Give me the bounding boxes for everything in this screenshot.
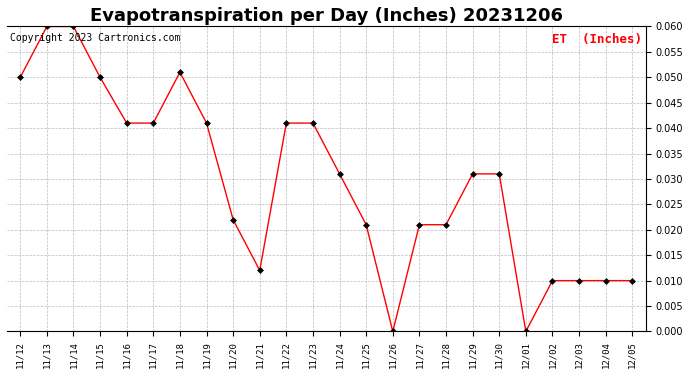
Title: Evapotranspiration per Day (Inches) 20231206: Evapotranspiration per Day (Inches) 2023…: [90, 7, 563, 25]
Text: ET  (Inches): ET (Inches): [553, 33, 642, 46]
Text: Copyright 2023 Cartronics.com: Copyright 2023 Cartronics.com: [10, 33, 181, 43]
